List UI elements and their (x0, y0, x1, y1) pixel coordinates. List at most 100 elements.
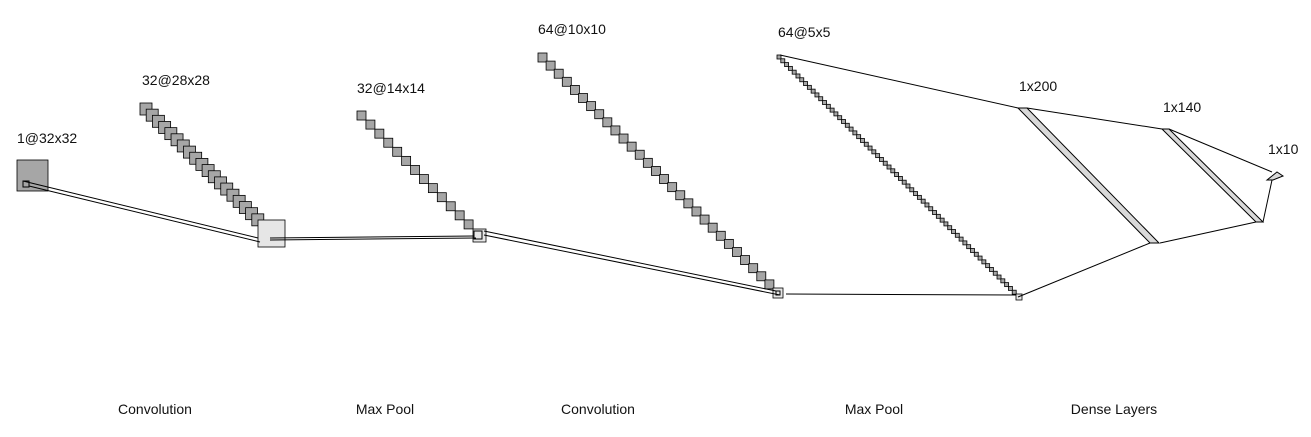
feature-map-pool2 (939, 217, 945, 223)
feature-map-conv2 (748, 263, 759, 274)
connection-lines (22, 54, 1273, 298)
stack-conv2 (537, 52, 784, 299)
operation-label-dense-layers: Dense Layers (1071, 401, 1157, 417)
feature-map-pool2 (970, 248, 975, 253)
feature-map-pool2 (973, 251, 979, 257)
connection-line-5 (483, 230, 777, 292)
feature-map-conv2 (715, 230, 726, 241)
feature-map-conv2 (610, 125, 621, 136)
feature-map-conv2 (618, 133, 629, 144)
operation-label-max-pool-2: Max Pool (845, 401, 903, 417)
feature-map-conv2 (545, 60, 556, 71)
layer-label-output: 1x10 (1268, 141, 1299, 157)
feature-map-pool2 (867, 145, 873, 151)
feature-map-pool2 (992, 270, 998, 276)
feature-map-pool2 (841, 119, 846, 124)
feature-map-pool2 (806, 84, 812, 90)
feature-map-pool2 (822, 100, 827, 105)
kernel-window-input (22, 180, 30, 188)
feature-map-pool1 (383, 137, 394, 148)
feature-map-pool2 (935, 213, 941, 219)
feature-map-conv2 (651, 166, 661, 176)
feature-map-input (16, 159, 49, 192)
layer-label-input: 1@32x32 (17, 130, 77, 146)
feature-map-pool2 (848, 126, 854, 132)
feature-map-pool2 (920, 198, 926, 204)
feature-map-pool2 (1011, 289, 1017, 295)
connection-line-7 (785, 293, 1017, 296)
feature-map-conv2 (675, 190, 686, 201)
feature-map-pool1 (427, 183, 438, 194)
feature-map-conv2 (691, 206, 702, 217)
feature-map-pool2 (981, 259, 987, 265)
feature-map-conv2 (561, 76, 572, 87)
feature-map-pool2 (810, 88, 816, 94)
feature-map-pool2 (852, 130, 858, 136)
feature-map-pool2 (962, 240, 968, 246)
layer-label-dense2: 1x140 (1163, 99, 1201, 115)
feature-map-pool2 (879, 157, 884, 162)
dense-layer-bars (1016, 107, 1285, 244)
feature-map-pool2 (829, 107, 835, 113)
feature-map-pool2 (837, 115, 843, 121)
kernel-window-pool1 (473, 230, 483, 240)
feature-map-pool2 (909, 187, 915, 193)
stack-conv1 (139, 102, 286, 248)
feature-map-pool2 (894, 172, 899, 178)
feature-map-conv2 (634, 149, 645, 160)
feature-map-pool2 (890, 168, 896, 174)
feature-map-conv2 (570, 85, 580, 95)
feature-map-pool2 (784, 62, 789, 67)
feature-map-pool2 (803, 81, 808, 86)
feature-map-pool2 (901, 179, 907, 185)
layer-labels: 1@32x32 32@28x28 32@14x14 64@10x10 64@5x… (17, 21, 1299, 157)
feature-map-pool2 (814, 92, 820, 98)
feature-map-pool2 (1004, 282, 1010, 288)
feature-map-pool2 (924, 202, 930, 208)
operation-labels: Convolution Max Pool Convolution Max Poo… (118, 401, 1157, 417)
feature-map-pool2 (905, 183, 911, 189)
connection-line-11 (1159, 221, 1257, 244)
feature-map-pool2 (844, 122, 850, 128)
layer-label-pool1: 32@14x14 (357, 80, 425, 96)
feature-map-pool2 (856, 134, 862, 140)
feature-map-pool2 (996, 274, 1002, 280)
feature-map-pool2 (947, 225, 953, 231)
stack-input (16, 159, 49, 192)
feature-map-conv2 (732, 247, 742, 257)
feature-map-pool2 (985, 263, 991, 269)
feature-map-pool2 (863, 141, 869, 147)
feature-map-conv1 (257, 219, 286, 248)
feature-map-conv2 (764, 279, 775, 290)
feature-map-pool1 (374, 128, 385, 139)
feature-map-pool2 (989, 267, 994, 272)
connection-line-9 (1017, 242, 1151, 298)
feature-map-conv2 (594, 109, 605, 120)
feature-map-pool2 (951, 229, 956, 234)
connection-line-3 (269, 235, 475, 239)
feature-map-conv2 (707, 222, 718, 233)
feature-map-conv2 (586, 101, 597, 112)
operation-label-convolution-1: Convolution (118, 401, 192, 417)
feature-map-pool2 (799, 77, 805, 83)
connection-line-1 (22, 180, 259, 239)
feature-map-pool2 (966, 244, 972, 250)
feature-map-pool2 (875, 153, 881, 159)
connection-line-13 (1262, 179, 1273, 223)
operation-label-max-pool-1: Max Pool (356, 401, 414, 417)
connection-line-6 (483, 234, 781, 296)
feature-map-conv2 (667, 182, 678, 193)
feature-map-pool2 (954, 232, 960, 238)
feature-map-conv2 (740, 255, 750, 265)
feature-map-pool1 (356, 110, 367, 121)
feature-map-conv2 (578, 93, 588, 103)
feature-map-pool1 (401, 155, 412, 166)
feature-map-conv2 (626, 141, 637, 152)
connection-line-8 (779, 54, 1019, 109)
feature-map-pool2 (825, 103, 831, 109)
feature-map-pool1 (365, 119, 376, 130)
feature-map-pool2 (943, 221, 949, 227)
feature-map-conv2 (537, 52, 548, 63)
connection-line-2 (28, 185, 261, 243)
